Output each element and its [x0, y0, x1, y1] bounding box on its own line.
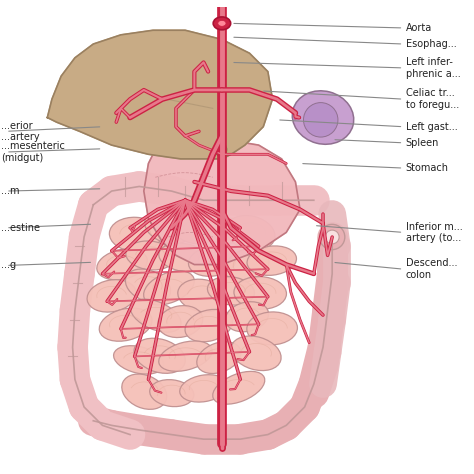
Polygon shape: [47, 30, 273, 159]
Text: Spleen: Spleen: [406, 138, 439, 148]
Text: Celiac tr...
to foregu...: Celiac tr... to foregu...: [406, 88, 459, 110]
Ellipse shape: [231, 336, 281, 371]
Ellipse shape: [234, 277, 286, 309]
Text: ...erior
...artery: ...erior ...artery: [1, 120, 40, 142]
Ellipse shape: [208, 277, 255, 305]
Ellipse shape: [122, 374, 167, 410]
Ellipse shape: [150, 380, 194, 407]
Ellipse shape: [87, 280, 136, 312]
Text: Aorta: Aorta: [406, 23, 432, 33]
Text: Stomach: Stomach: [406, 163, 449, 173]
Ellipse shape: [185, 310, 233, 342]
Ellipse shape: [215, 143, 227, 156]
Text: ...estine: ...estine: [1, 223, 40, 233]
Text: ...m: ...m: [1, 186, 20, 196]
Ellipse shape: [144, 271, 194, 305]
Ellipse shape: [130, 299, 181, 332]
Ellipse shape: [180, 374, 228, 402]
Ellipse shape: [213, 17, 231, 30]
Ellipse shape: [99, 308, 152, 341]
Ellipse shape: [213, 372, 265, 404]
Ellipse shape: [159, 243, 209, 272]
Ellipse shape: [126, 241, 175, 270]
Text: ...mesenteric
(midgut): ...mesenteric (midgut): [1, 141, 65, 163]
Text: Left infer-
phrenic a...: Left infer- phrenic a...: [406, 57, 460, 79]
Ellipse shape: [114, 346, 164, 374]
Ellipse shape: [247, 312, 297, 345]
Ellipse shape: [189, 246, 236, 276]
Text: ...g: ...g: [1, 261, 17, 271]
Text: Esophag...: Esophag...: [406, 39, 456, 49]
Ellipse shape: [218, 20, 226, 27]
Ellipse shape: [225, 248, 269, 283]
Ellipse shape: [247, 246, 296, 275]
Ellipse shape: [303, 102, 338, 137]
Ellipse shape: [97, 249, 147, 280]
Ellipse shape: [319, 224, 345, 250]
Polygon shape: [144, 122, 300, 264]
Ellipse shape: [292, 91, 354, 144]
Ellipse shape: [226, 302, 269, 332]
Text: Inferior m...
artery (to...: Inferior m... artery (to...: [406, 222, 463, 243]
Ellipse shape: [174, 216, 218, 244]
Ellipse shape: [159, 341, 212, 371]
Ellipse shape: [178, 279, 227, 312]
Text: Descend...
colon: Descend... colon: [406, 258, 457, 280]
Text: Left gast...: Left gast...: [406, 122, 457, 132]
Ellipse shape: [145, 211, 190, 244]
Ellipse shape: [197, 342, 241, 374]
Ellipse shape: [199, 218, 253, 243]
Ellipse shape: [325, 230, 339, 244]
Ellipse shape: [226, 216, 275, 250]
Ellipse shape: [126, 269, 171, 303]
Ellipse shape: [158, 306, 203, 337]
Ellipse shape: [109, 217, 161, 252]
Ellipse shape: [134, 338, 185, 374]
